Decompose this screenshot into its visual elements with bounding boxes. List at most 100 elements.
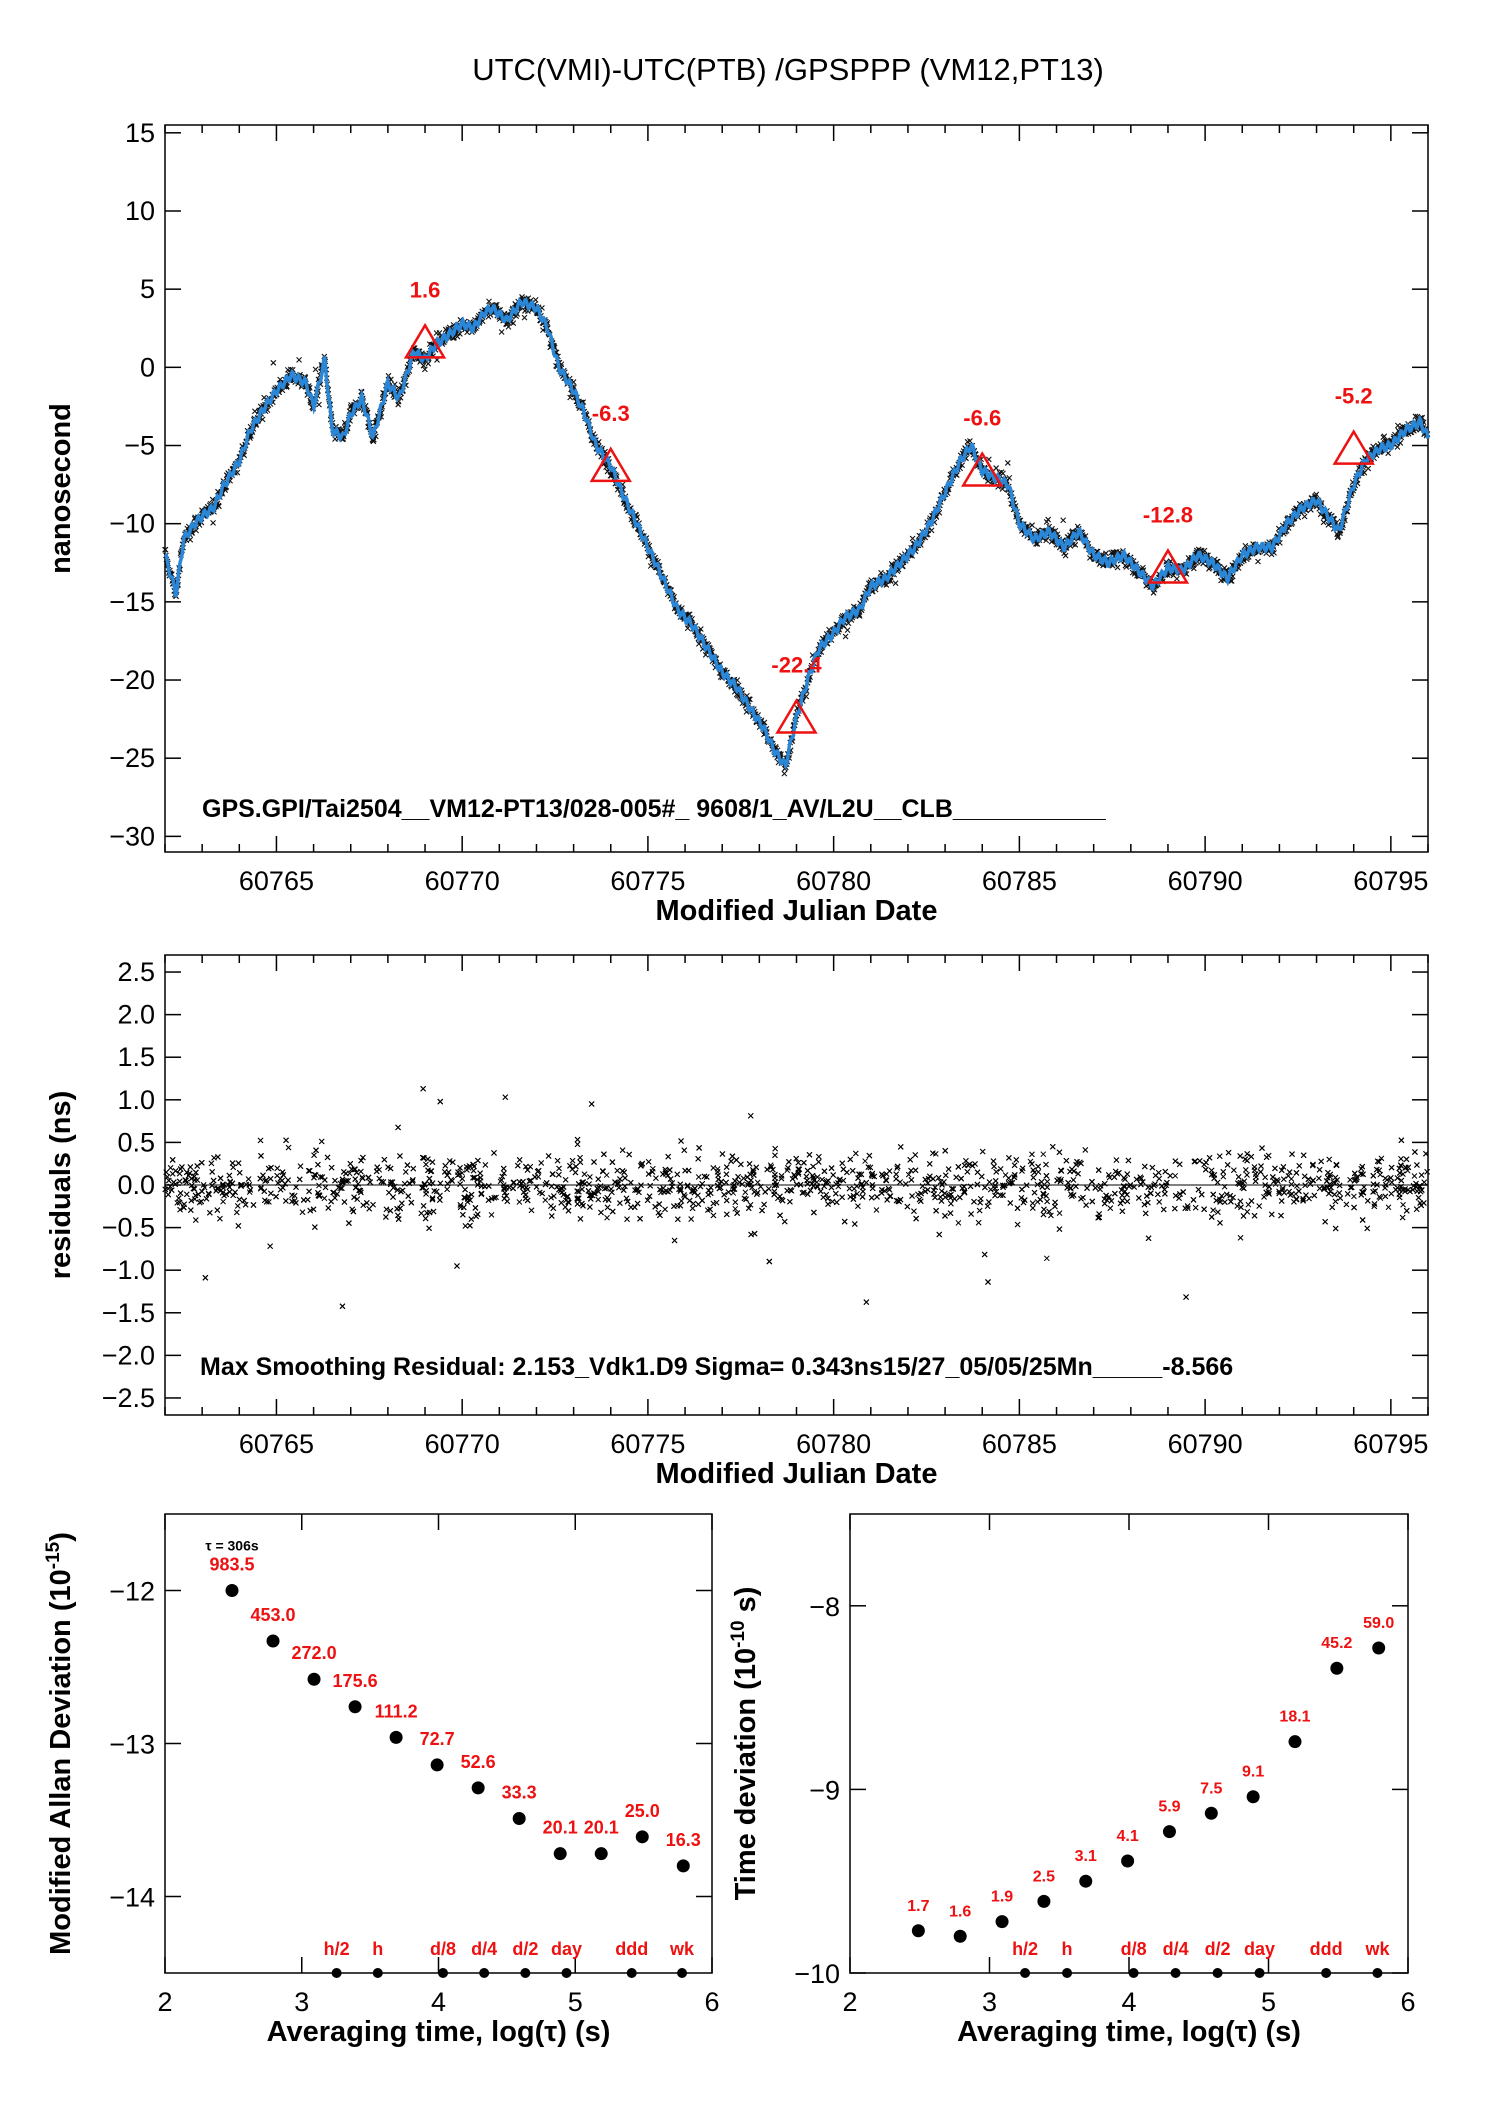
- residual-point: [1220, 1173, 1227, 1180]
- residual-point: [283, 1137, 289, 1144]
- residual-point: [398, 1200, 405, 1207]
- residual-point: [748, 1231, 754, 1238]
- residual-point: [1044, 1178, 1051, 1185]
- residual-point: [725, 1189, 732, 1195]
- top-raw-point: [1301, 513, 1308, 520]
- residual-point: [325, 1205, 332, 1211]
- residual-point: [1288, 1181, 1295, 1188]
- residual-point: [1176, 1161, 1183, 1168]
- residual-point: [681, 1147, 688, 1154]
- residuals-x-tick-label: 60795: [1353, 1429, 1428, 1459]
- residual-point: [860, 1188, 866, 1195]
- residuals-x-axis-label: Modified Julian Date: [656, 1458, 938, 1490]
- residual-point: [1251, 1212, 1258, 1219]
- top-raw-point: [486, 298, 492, 305]
- residual-point: [209, 1169, 216, 1175]
- residual-point: [833, 1199, 840, 1206]
- residuals-y-tick-label: −1.0: [102, 1255, 155, 1285]
- residual-point: [1070, 1177, 1077, 1183]
- residual-point: [671, 1237, 678, 1244]
- residual-point: [595, 1176, 602, 1182]
- residual-point: [924, 1186, 931, 1193]
- top-raw-point: [216, 503, 222, 510]
- residual-point: [488, 1211, 495, 1218]
- residual-point: [897, 1179, 903, 1185]
- residual-point: [1171, 1205, 1178, 1212]
- top-y-tick-label: 0: [140, 352, 155, 382]
- residual-point: [1400, 1201, 1406, 1208]
- top-marker-label: -12.8: [1143, 502, 1193, 527]
- residual-point: [1031, 1189, 1038, 1196]
- top-raw-point: [1394, 422, 1401, 429]
- residual-point: [402, 1169, 409, 1175]
- residual-point: [736, 1179, 743, 1186]
- residual-point: [577, 1159, 584, 1166]
- top-marker-label: -6.6: [963, 406, 1001, 431]
- residual-point: [851, 1221, 858, 1227]
- residual-point: [1332, 1225, 1339, 1232]
- residual-point: [315, 1161, 321, 1168]
- top-y-tick-label: 10: [125, 196, 155, 226]
- top-raw-point: [296, 356, 302, 363]
- residual-point: [1125, 1157, 1132, 1164]
- residual-point: [1176, 1195, 1182, 1202]
- residual-point: [352, 1176, 359, 1182]
- residual-point: [847, 1156, 854, 1163]
- top-raw-point: [420, 362, 427, 369]
- top-raw-point: [1394, 444, 1401, 450]
- residual-point: [366, 1205, 373, 1212]
- residuals-x-tick-label: 60780: [796, 1429, 871, 1459]
- residual-point: [234, 1203, 241, 1209]
- residual-point: [723, 1164, 730, 1170]
- top-raw-point: [421, 366, 428, 373]
- top-raw-point: [498, 329, 505, 335]
- top-raw-point: [567, 394, 574, 401]
- residual-point: [1244, 1172, 1250, 1178]
- top-raw-point: [761, 719, 768, 726]
- residual-point: [1044, 1184, 1051, 1191]
- top-raw-point: [1255, 558, 1261, 565]
- residual-point: [1135, 1195, 1142, 1201]
- residual-point: [1043, 1255, 1050, 1262]
- top-raw-point: [892, 580, 899, 587]
- top-raw-point: [844, 627, 851, 634]
- residual-point: [588, 1101, 595, 1107]
- residual-point: [862, 1158, 868, 1164]
- top-x-tick-label: 60785: [982, 866, 1057, 896]
- residual-point: [1124, 1198, 1131, 1205]
- residual-point: [1411, 1173, 1418, 1179]
- top-y-tick-label: −5: [124, 431, 155, 461]
- residual-point: [829, 1198, 836, 1205]
- top-raw-point: [1000, 470, 1006, 477]
- residual-point: [1280, 1176, 1287, 1183]
- residual-point: [825, 1201, 831, 1207]
- top-raw-point: [928, 527, 935, 534]
- residual-point: [322, 1184, 329, 1191]
- residual-point: [695, 1192, 701, 1199]
- residual-point: [863, 1179, 870, 1186]
- residual-point: [789, 1176, 796, 1182]
- residual-point: [579, 1186, 585, 1193]
- residuals-y-tick-label: −2.5: [102, 1383, 155, 1413]
- residual-point: [562, 1176, 569, 1183]
- residual-point: [1217, 1220, 1223, 1226]
- residual-point: [674, 1171, 681, 1178]
- top-x-tick-label: 60775: [610, 866, 685, 896]
- residual-point: [1248, 1198, 1255, 1204]
- top-raw-points: [162, 294, 1431, 777]
- residual-point: [236, 1169, 243, 1176]
- residual-point: [516, 1199, 523, 1205]
- residual-point: [187, 1207, 194, 1213]
- residual-point: [1332, 1198, 1339, 1205]
- top-raw-point: [425, 360, 432, 367]
- residuals-x-tick-label: 60775: [610, 1429, 685, 1459]
- top-y-tick-label: −10: [109, 509, 155, 539]
- residual-point: [179, 1164, 185, 1170]
- residual-point: [194, 1177, 201, 1183]
- residuals-y-tick-label: 1.0: [117, 1085, 155, 1115]
- residual-point: [422, 1215, 429, 1222]
- residuals-y-tick-label: −2.0: [102, 1340, 155, 1370]
- top-raw-point: [803, 693, 810, 700]
- residual-point: [548, 1183, 555, 1190]
